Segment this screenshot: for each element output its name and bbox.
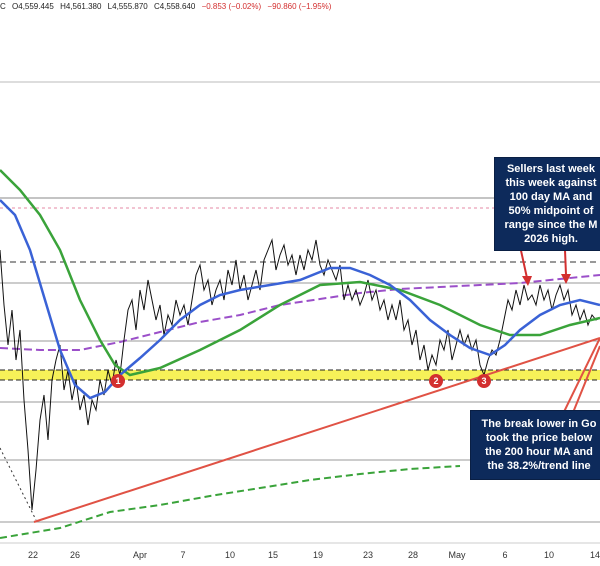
x-tick-label: 23 (363, 550, 373, 560)
x-tick-label: 19 (313, 550, 323, 560)
price-candles (0, 238, 600, 511)
sellers-line-4: 50% midpoint of (508, 205, 594, 217)
high-value: H4,561.380 (60, 2, 102, 11)
sellers-line-3: 100 day MA and (509, 191, 593, 203)
red-arrow-line (559, 337, 600, 421)
ohlc-header: C O4,559.445 H4,561.380 L4,555.870 C4,55… (0, 2, 335, 16)
sellers-line-5: range since the M (504, 219, 598, 231)
break-line-2: took the price below (485, 432, 593, 444)
break-line-3: the 200 hour MA and (485, 446, 593, 458)
sellers-arrowhead-2 (561, 274, 571, 284)
marker-3: 3 (477, 374, 491, 388)
x-tick-label: 15 (268, 550, 278, 560)
change-total-value: −90.860 (−1.95%) (267, 2, 332, 11)
change-value: −0.853 (−0.02%) (201, 2, 262, 11)
sellers-line-2: this week against (505, 177, 597, 189)
x-tick-label: 10 (225, 550, 235, 560)
x-tick-label: 6 (502, 550, 507, 560)
red-trendline (33, 337, 600, 523)
svg-text:1: 1 (115, 376, 120, 386)
break-line-1: The break lower in Go (481, 418, 597, 430)
low-value: L4,555.870 (107, 2, 148, 11)
sellers-line-6: 2026 high. (524, 233, 578, 245)
x-tick-label: May (448, 550, 466, 560)
purple-dashed-ma (0, 274, 600, 351)
break-line-4: the 38.2%/trend line (487, 460, 591, 472)
x-tick-label: 14 (590, 550, 600, 560)
sellers-line-1: Sellers last week (506, 163, 596, 175)
svg-text:3: 3 (481, 376, 486, 386)
x-tick-label: 28 (408, 550, 418, 560)
support-zone (0, 370, 600, 380)
green-dashed-ma (0, 465, 461, 539)
red-arrow-line-2 (569, 345, 600, 421)
x-tick-label: 10 (544, 550, 554, 560)
blue-ma (0, 199, 600, 400)
sellers-arrow-2 (564, 249, 567, 276)
marker-2: 2 (429, 374, 443, 388)
x-axis-ticks: 22 26 Apr 7 10 15 19 23 28 May 6 10 14 (28, 550, 600, 560)
x-tick-label: 26 (70, 550, 80, 560)
close-value: C4,558.640 (153, 2, 196, 11)
green-ma (0, 169, 600, 377)
break-callout: The break lower in Go took the price bel… (470, 410, 600, 480)
x-tick-label: Apr (133, 550, 147, 560)
marker-1: 1 (111, 374, 125, 388)
sellers-callout: Sellers last week this week against 100 … (494, 157, 600, 251)
open-value: O4,559.445 (12, 2, 54, 11)
dotted-diagonal (0, 447, 37, 521)
symbol-label: C (0, 2, 6, 11)
sellers-arrowhead-1 (522, 276, 532, 286)
svg-text:2: 2 (433, 376, 438, 386)
x-tick-label: 7 (180, 550, 185, 560)
sellers-arrow-1 (519, 245, 528, 279)
x-tick-label: 22 (28, 550, 38, 560)
